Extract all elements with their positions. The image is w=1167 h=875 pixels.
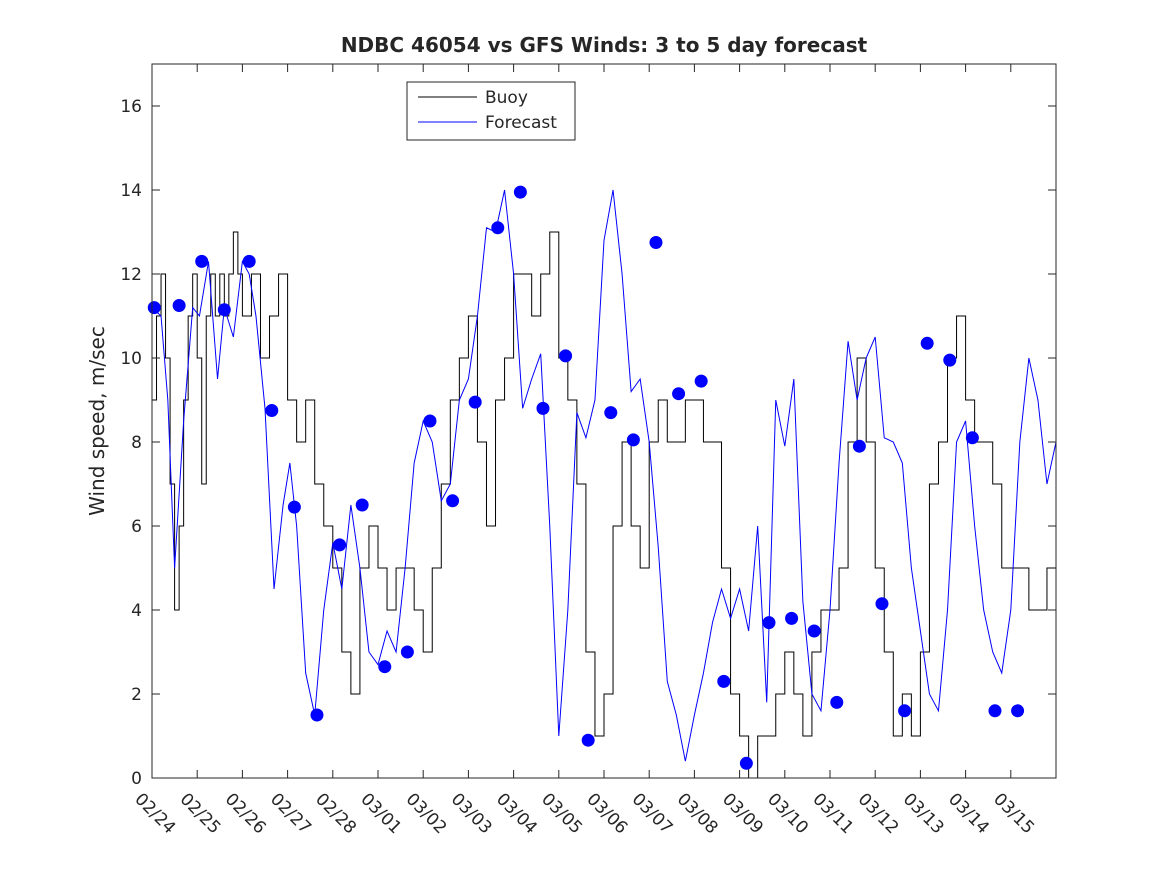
x-tick-label: 03/09: [718, 789, 767, 838]
legend-label-buoy: Buoy: [485, 88, 528, 108]
forecast-marker: [649, 236, 663, 249]
x-tick-label: 03/02: [402, 789, 451, 838]
forecast-marker: [852, 439, 866, 453]
forecast-marker: [604, 406, 618, 420]
x-tick-label: 03/13: [899, 789, 948, 838]
y-tick-label: 8: [131, 433, 142, 453]
x-tick-label: 02/25: [176, 789, 225, 838]
y-tick-label: 12: [120, 265, 142, 285]
y-axis-label: Wind speed, m/sec: [85, 326, 109, 516]
forecast-line: [151, 189, 1057, 762]
forecast-marker: [875, 597, 889, 611]
forecast-marker: [559, 349, 573, 363]
series-buoy: [152, 231, 1057, 779]
x-tick-label: 03/10: [763, 789, 812, 838]
forecast-marker: [513, 185, 527, 199]
chart-title: NDBC 46054 vs GFS Winds: 3 to 5 day fore…: [341, 33, 868, 57]
forecast-marker: [468, 395, 482, 409]
forecast-marker: [242, 254, 256, 268]
forecast-marker: [536, 401, 550, 415]
forecast-marker: [355, 498, 369, 512]
forecast-marker: [988, 704, 1002, 718]
x-tick-label: 03/12: [854, 789, 903, 838]
plot-area: [152, 64, 1056, 778]
y-tick-label: 0: [131, 769, 142, 789]
y-tick-label: 14: [120, 181, 142, 201]
x-tick-label: 03/15: [989, 789, 1038, 838]
forecast-marker: [807, 624, 821, 638]
series-layer: [147, 185, 1057, 779]
forecast-marker: [920, 336, 934, 350]
series-forecast-markers: [147, 185, 1025, 770]
y-tick-label: 4: [131, 601, 142, 621]
legend-box: [406, 81, 576, 141]
x-tick-label: 02/26: [221, 789, 270, 838]
legend: Buoy Forecast: [406, 81, 576, 141]
forecast-marker: [310, 708, 324, 722]
forecast-marker: [898, 704, 912, 718]
x-tick-label: 03/14: [944, 789, 993, 838]
x-tick-label: 03/04: [492, 789, 541, 838]
x-tick-label: 03/11: [808, 789, 857, 838]
y-tick-label: 16: [120, 97, 142, 117]
y-tick-label: 10: [120, 349, 142, 369]
x-tick-label: 03/03: [447, 789, 496, 838]
x-tick-label: 03/05: [537, 789, 586, 838]
x-tick-label: 03/07: [628, 789, 677, 838]
forecast-marker: [626, 433, 640, 447]
forecast-marker: [172, 299, 186, 312]
forecast-marker: [739, 756, 753, 770]
forecast-marker: [265, 404, 279, 417]
x-tick-label: 03/06: [582, 789, 631, 838]
forecast-marker: [581, 733, 595, 747]
series-forecast: [151, 189, 1057, 762]
forecast-marker: [1011, 704, 1025, 718]
x-tick-label: 03/08: [673, 789, 722, 838]
forecast-marker: [195, 254, 209, 268]
forecast-marker: [785, 611, 799, 625]
x-tick-label: 02/28: [311, 789, 360, 838]
x-tick-label: 02/27: [266, 789, 315, 838]
forecast-marker: [965, 431, 979, 445]
forecast-marker: [333, 538, 347, 552]
legend-label-forecast: Forecast: [485, 113, 557, 133]
forecast-marker: [287, 500, 301, 514]
forecast-marker: [491, 221, 505, 235]
forecast-marker: [943, 353, 957, 367]
forecast-marker: [717, 674, 731, 688]
y-tick-label: 2: [131, 685, 142, 705]
forecast-marker: [694, 374, 708, 388]
forecast-marker: [762, 616, 776, 630]
forecast-marker: [147, 301, 161, 315]
forecast-marker: [672, 387, 686, 401]
forecast-marker: [446, 494, 460, 508]
y-tick-label: 6: [131, 517, 142, 537]
forecast-marker: [423, 414, 437, 428]
x-tick-label: 03/01: [356, 789, 405, 838]
forecast-marker: [378, 660, 392, 674]
forecast-marker: [217, 303, 231, 317]
buoy-line: [152, 231, 1057, 779]
forecast-marker: [400, 645, 414, 659]
forecast-marker: [830, 695, 844, 709]
x-tick-label: 02/24: [130, 789, 179, 838]
